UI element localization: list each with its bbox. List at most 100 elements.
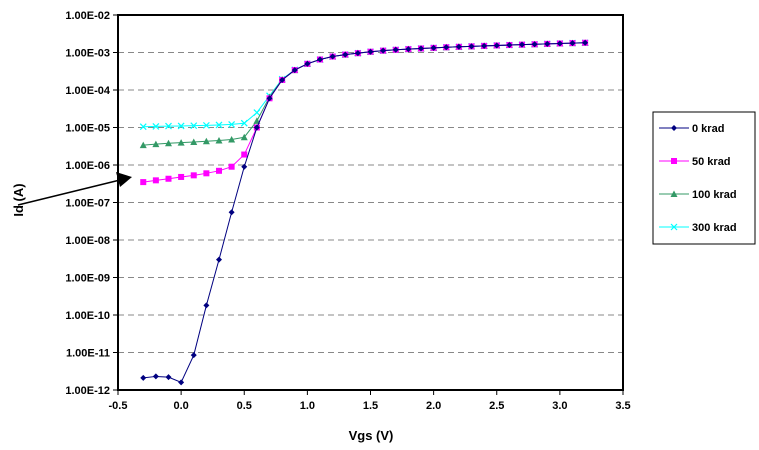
legend: 0 krad 50 krad 100 krad 300 krad — [652, 111, 756, 245]
data-point — [216, 167, 222, 174]
data-point — [190, 122, 198, 130]
legend-marker — [670, 190, 678, 197]
series-layer — [139, 39, 589, 386]
y-tick-label: 1.00E-06 — [65, 160, 110, 172]
data-point — [304, 60, 311, 67]
data-point — [241, 151, 248, 158]
data-point — [266, 95, 273, 102]
data-point — [177, 122, 185, 130]
data-point — [405, 46, 412, 53]
data-point — [354, 50, 361, 57]
data-point — [253, 109, 261, 117]
data-point — [140, 374, 147, 381]
y-tick-label: 1.00E-02 — [65, 10, 110, 22]
legend-marker — [671, 158, 677, 164]
series-100-krad — [139, 39, 589, 149]
data-point — [228, 120, 236, 128]
data-point — [506, 42, 513, 49]
data-point — [481, 42, 488, 49]
legend-label: 300 krad — [692, 222, 737, 234]
legend-label: 0 krad — [692, 123, 724, 135]
data-point — [190, 138, 198, 146]
gridlines — [118, 52, 623, 353]
data-point — [165, 374, 172, 381]
annotation-arrow — [17, 172, 132, 206]
y-tick-label: 1.00E-09 — [65, 273, 110, 285]
y-tick-label: 1.00E-03 — [65, 48, 110, 60]
series-0-krad — [140, 39, 589, 386]
data-point — [240, 119, 248, 127]
data-point — [202, 121, 210, 129]
x-tick-label: 0.5 — [237, 400, 252, 412]
data-point — [152, 177, 159, 184]
x-tick-label: 1.0 — [300, 400, 315, 412]
data-point — [152, 373, 159, 380]
x-axis-label: Vgs (V) — [349, 428, 394, 443]
data-point — [392, 46, 399, 53]
data-point — [216, 256, 222, 263]
x-tick-label: -0.5 — [109, 400, 128, 412]
legend-marker — [670, 223, 678, 231]
data-point — [165, 139, 172, 147]
data-point — [190, 352, 197, 359]
data-point — [203, 170, 210, 177]
y-tick-label: 1.00E-11 — [66, 348, 110, 360]
y-tick-label: 1.00E-04 — [65, 85, 111, 97]
data-point — [418, 45, 424, 52]
x-tick-label: 0.0 — [173, 400, 188, 412]
legend-items: 0 krad 50 krad 100 krad 300 krad — [659, 123, 737, 234]
legend-label: 100 krad — [692, 189, 737, 201]
series-line — [143, 42, 586, 128]
data-point — [519, 41, 525, 48]
x-tick-label: 2.0 — [426, 400, 441, 412]
data-point — [317, 56, 323, 63]
data-point — [202, 137, 210, 145]
series-50-krad — [140, 39, 589, 186]
data-point — [582, 39, 589, 46]
x-tick-label: 1.5 — [363, 400, 378, 412]
data-point — [544, 40, 551, 47]
data-point — [253, 124, 260, 131]
data-point — [240, 133, 248, 141]
y-tick-label: 1.00E-12 — [65, 385, 110, 397]
data-point — [177, 139, 185, 146]
data-point — [455, 43, 462, 50]
data-point — [342, 51, 349, 58]
data-point — [139, 123, 147, 131]
data-point — [569, 40, 576, 47]
y-tick-label: 1.00E-08 — [65, 235, 110, 247]
series-line — [143, 42, 586, 146]
x-tick-label: 2.5 — [489, 400, 504, 412]
data-point — [165, 122, 172, 130]
data-point — [468, 43, 475, 50]
legend-item: 0 krad — [659, 123, 724, 135]
series-300-krad — [139, 39, 589, 131]
series-line — [143, 42, 586, 183]
data-point — [380, 47, 387, 54]
y-axis-label: Id (A) — [11, 183, 26, 216]
data-point — [291, 67, 298, 74]
data-point — [279, 76, 286, 83]
x-tick-label: 3.5 — [615, 400, 630, 412]
data-point — [531, 41, 538, 48]
legend-item: 50 krad — [659, 156, 731, 168]
data-point — [228, 209, 235, 216]
data-point — [215, 121, 223, 129]
x-axis-ticks: -0.5 0.0 0.5 1.0 1.5 2.0 2.5 3.0 3.5 — [109, 390, 631, 412]
data-point — [329, 53, 336, 60]
y-tick-label: 1.00E-07 — [65, 198, 110, 210]
data-point — [139, 141, 147, 149]
data-point — [140, 179, 147, 186]
legend-item: 300 krad — [659, 222, 737, 234]
data-point — [228, 163, 235, 170]
data-point — [152, 140, 160, 148]
legend-box — [652, 111, 756, 245]
data-point — [443, 44, 450, 51]
data-point — [367, 48, 374, 55]
data-point — [215, 137, 223, 144]
series-line — [143, 42, 586, 383]
data-point — [228, 135, 236, 143]
y-tick-label: 1.00E-10 — [65, 310, 110, 322]
data-point — [178, 379, 185, 386]
data-point — [178, 173, 185, 180]
